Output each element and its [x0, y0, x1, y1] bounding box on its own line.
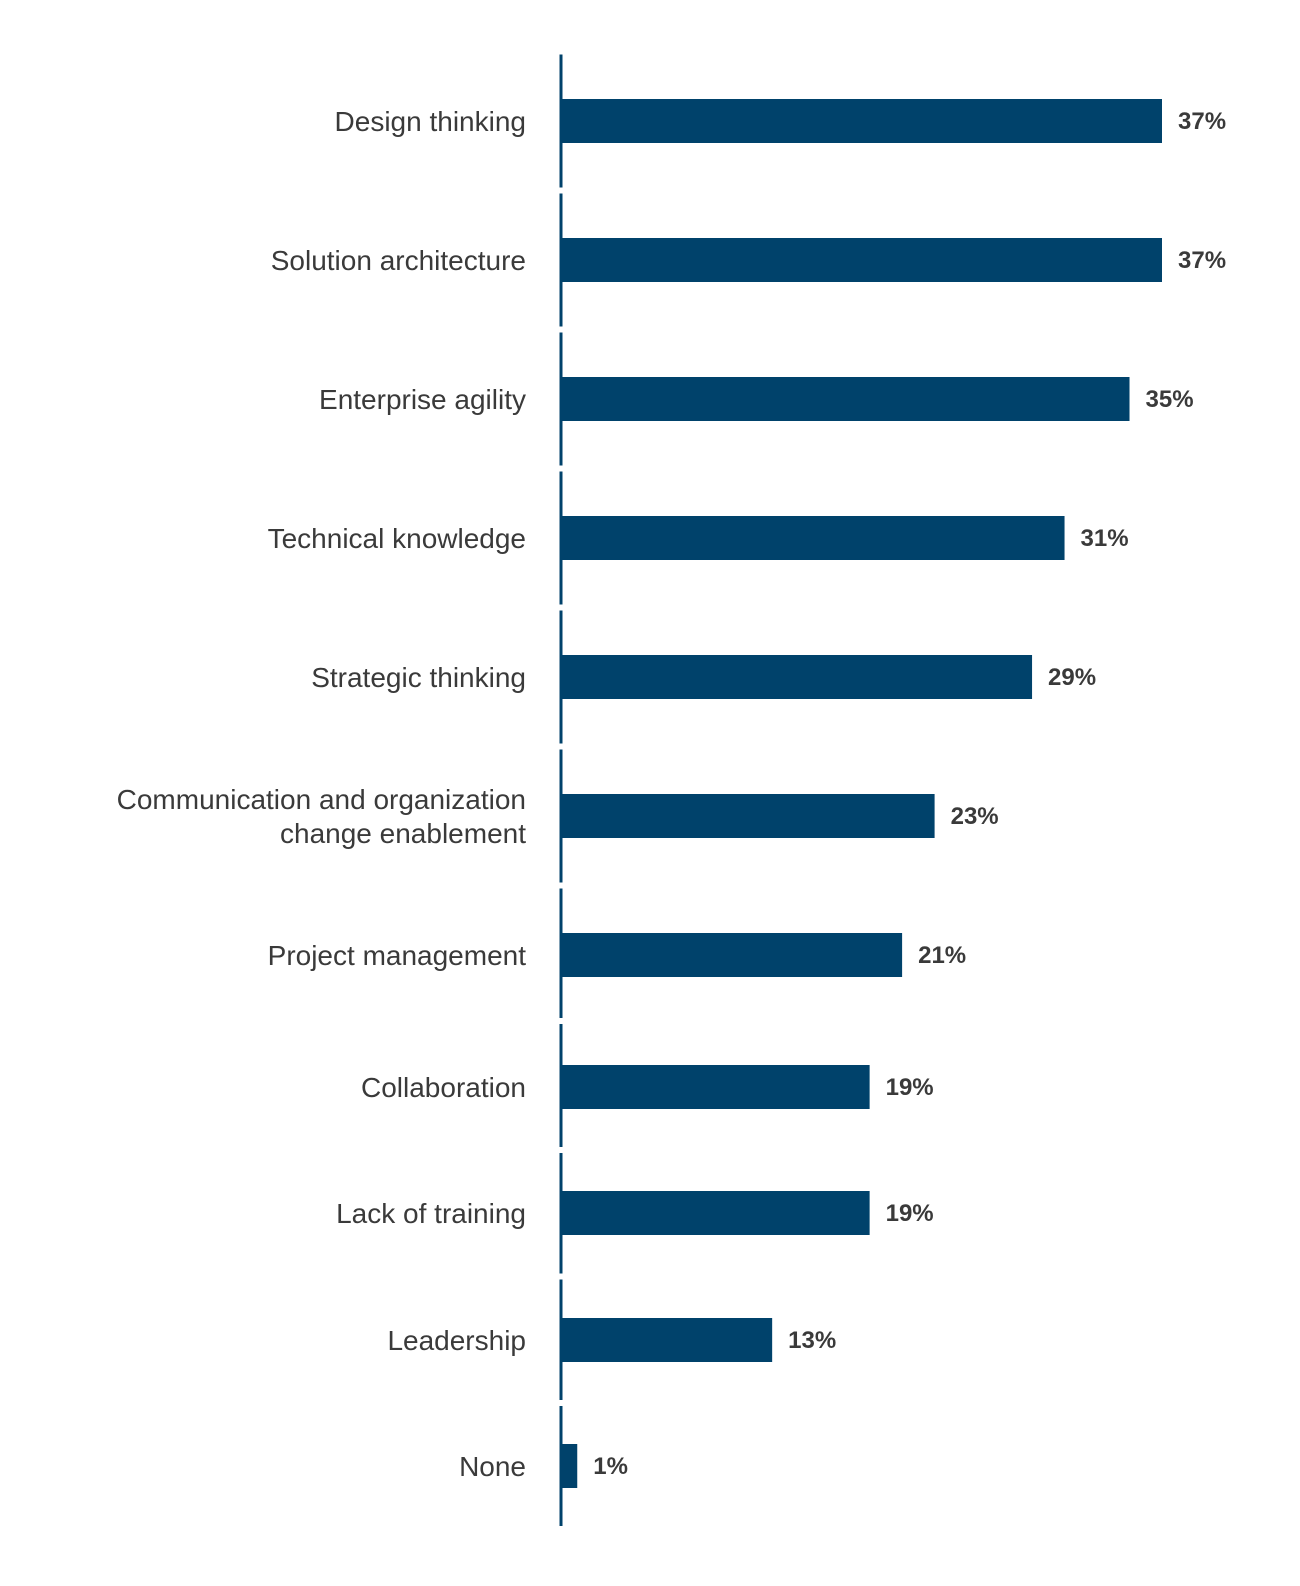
- bars: [561, 99, 1162, 1488]
- category-labels: Design thinking Solution architecture Ente…: [117, 106, 527, 1482]
- category-label-line: Enterprise agility: [319, 384, 526, 415]
- bar: [561, 377, 1130, 421]
- category-label-line: Strategic thinking: [311, 662, 526, 693]
- category-label-line: Leadership: [387, 1325, 526, 1356]
- value-label: 35%: [1146, 386, 1194, 413]
- category-label-line: change enablement: [280, 818, 526, 849]
- value-label: 37%: [1178, 108, 1226, 135]
- value-label: 37%: [1178, 247, 1226, 274]
- value-labels: 37% 37% 35% 31% 29% 23% 21% 19% 19% 13% 1%: [593, 108, 1226, 1480]
- category-label: Technical knowledge: [268, 523, 526, 554]
- bar: [561, 1444, 578, 1488]
- category-label-line: Design thinking: [335, 106, 526, 137]
- value-label: 19%: [886, 1074, 934, 1101]
- value-label: 21%: [918, 942, 966, 969]
- category-label: Collaboration: [361, 1072, 526, 1103]
- value-label: 29%: [1048, 664, 1096, 691]
- value-label: 19%: [886, 1200, 934, 1227]
- category-label: Project management: [268, 940, 527, 971]
- category-label: Strategic thinking: [311, 662, 526, 693]
- bar: [561, 1065, 870, 1109]
- category-label-line: Solution architecture: [271, 245, 526, 276]
- category-label: Enterprise agility: [319, 384, 526, 415]
- bar: [561, 1318, 773, 1362]
- value-label: 31%: [1081, 525, 1129, 552]
- category-label-line: Collaboration: [361, 1072, 526, 1103]
- bar: [561, 655, 1033, 699]
- bar: [561, 1191, 870, 1235]
- category-label-line: Lack of training: [336, 1198, 526, 1229]
- bar: [561, 794, 935, 838]
- category-label: None: [459, 1451, 526, 1482]
- category-label: Solution architecture: [271, 245, 526, 276]
- value-label: 13%: [788, 1327, 836, 1354]
- bar: [561, 99, 1162, 143]
- bar: [561, 238, 1162, 282]
- category-label: Lack of training: [336, 1198, 526, 1229]
- value-label: 1%: [593, 1453, 628, 1480]
- bar: [561, 516, 1065, 560]
- bar: [561, 933, 903, 977]
- value-label: 23%: [951, 803, 999, 830]
- category-label: Communication and organization change ena…: [117, 784, 527, 849]
- category-label-line: None: [459, 1451, 526, 1482]
- category-label-line: Project management: [268, 940, 527, 971]
- category-label: Design thinking: [335, 106, 526, 137]
- category-label-line: Technical knowledge: [268, 523, 526, 554]
- category-label-line: Communication and organization: [117, 784, 526, 815]
- category-label: Leadership: [387, 1325, 526, 1356]
